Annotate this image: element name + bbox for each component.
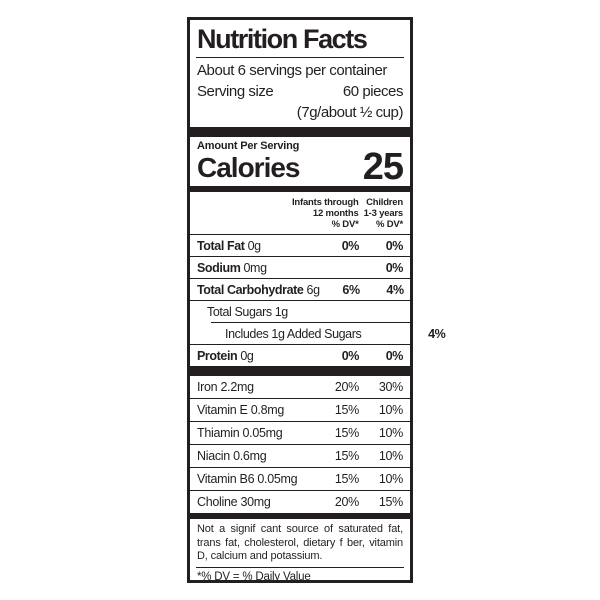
serving-size-row: Serving size 60 pieces [197, 81, 403, 102]
section-bar [190, 366, 410, 376]
column-header-infants: Infants through 12 months % DV* [291, 197, 359, 230]
daily-value-note: *% DV = % Daily Value [197, 570, 311, 583]
nutrient-row-total-carbohydrate: Total Carbohydrate 6g 6% 4% [190, 278, 410, 300]
serving-section: About 6 servings per container Serving s… [197, 60, 403, 123]
footnote-text: Not a signif cant source of saturated fa… [197, 523, 403, 562]
vitamin-row-thiamin: Thiamin 0.05mg 15% 10% [190, 421, 410, 444]
calories-label: Calories [197, 152, 300, 183]
nutrition-facts-label: Nutrition Facts About 6 servings per con… [187, 17, 446, 583]
vitamin-row-vitamin-e: Vitamin E 0.8mg 15% 10% [190, 398, 410, 421]
column-headers: Infants through 12 months % DV* Children… [197, 192, 403, 234]
divider [196, 57, 404, 58]
vitamin-row-niacin: Niacin 0.6mg 15% 10% [190, 444, 410, 467]
section-bar [190, 186, 410, 192]
nutrient-row-total-fat: Total Fat 0g 0% 0% [190, 234, 410, 256]
nutrient-row-sodium: Sodium 0mg 0% [190, 256, 410, 278]
servings-per-container: About 6 servings per container [197, 62, 387, 79]
nutrient-row-added-sugars: Includes 1g Added Sugars 4% [211, 322, 446, 344]
serving-size-label: Serving size [197, 83, 274, 100]
serving-size-detail: (7g/about ½ cup) [296, 104, 404, 121]
divider [196, 566, 404, 568]
column-header-children: Children 1-3 years % DV* [363, 197, 404, 230]
label-title: Nutrition Facts [197, 24, 368, 54]
vitamin-row-vitamin-b6: Vitamin B6 0.05mg 15% 10% [190, 467, 410, 490]
nutrient-row-total-sugars: Total Sugars 1g [190, 300, 410, 322]
section-bar [190, 513, 410, 519]
amount-per-serving-label: Amount Per Serving [197, 140, 300, 152]
vitamin-row-iron: Iron 2.2mg 20% 30% [197, 380, 403, 394]
vitamin-row-choline: Choline 30mg 20% 15% [190, 490, 410, 513]
calories-row: Calories 25 [197, 146, 404, 188]
section-bar [190, 127, 410, 137]
nutrient-row-protein: Protein 0g 0% 0% [190, 344, 410, 366]
calories-value: 25 [362, 146, 404, 188]
serving-size-value: 60 pieces [342, 83, 404, 100]
